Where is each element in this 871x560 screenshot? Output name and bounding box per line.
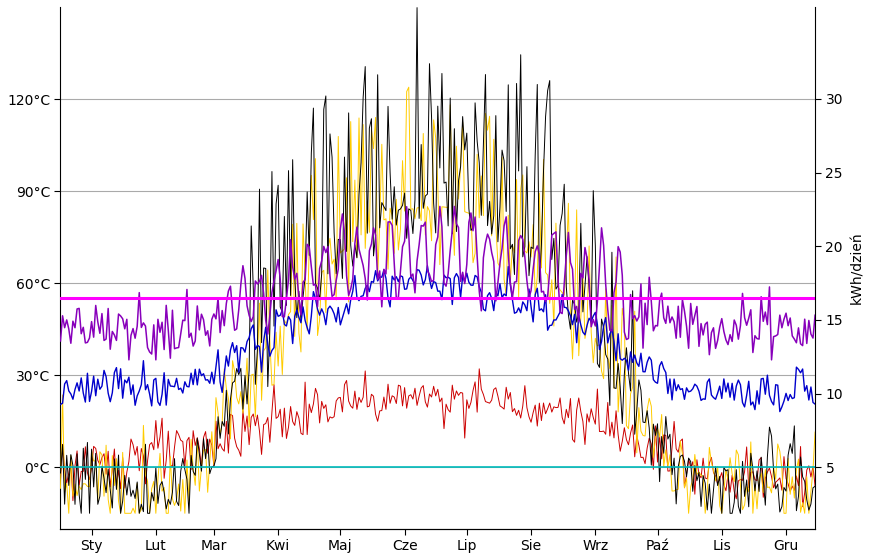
Y-axis label: kWh/dzień: kWh/dzień (850, 231, 864, 304)
